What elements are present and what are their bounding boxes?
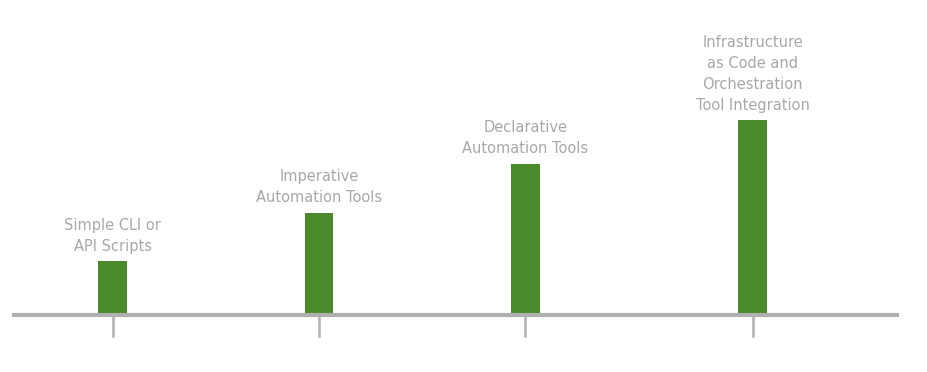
Text: Imperative
Automation Tools: Imperative Automation Tools bbox=[256, 169, 382, 205]
FancyBboxPatch shape bbox=[98, 262, 127, 315]
Text: Simple CLI or
API Scripts: Simple CLI or API Scripts bbox=[64, 218, 161, 254]
FancyBboxPatch shape bbox=[738, 121, 767, 315]
Text: Infrastructure
as Code and
Orchestration
Tool Integration: Infrastructure as Code and Orchestration… bbox=[695, 35, 809, 113]
FancyBboxPatch shape bbox=[304, 213, 334, 315]
FancyBboxPatch shape bbox=[511, 164, 540, 315]
Text: Declarative
Automation Tools: Declarative Automation Tools bbox=[463, 121, 589, 156]
